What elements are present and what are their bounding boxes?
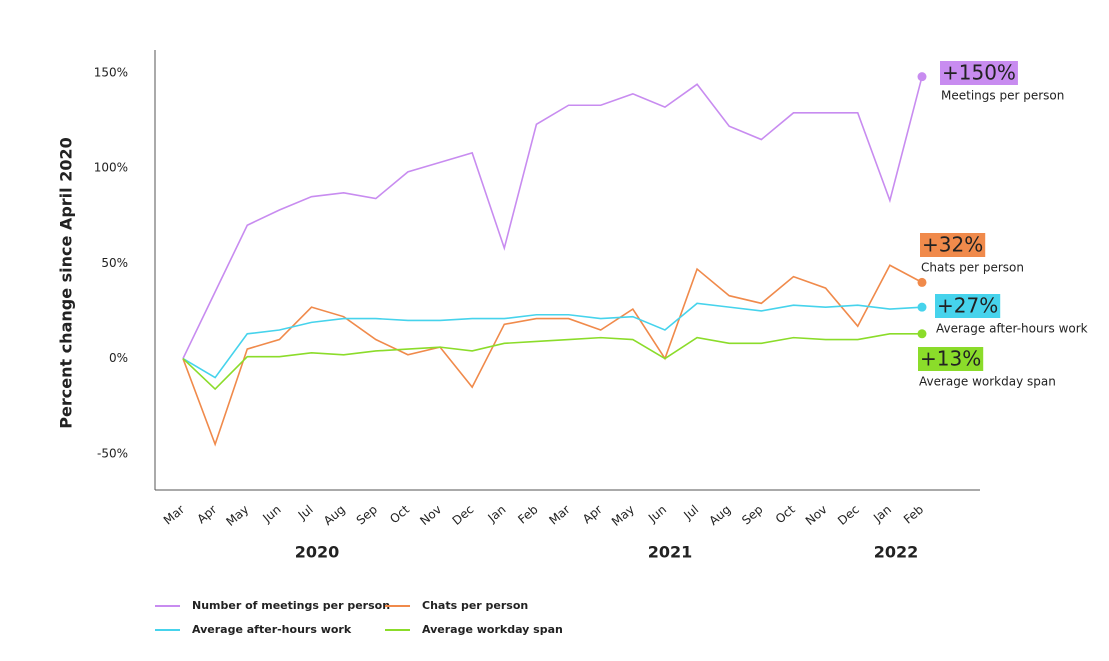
- annotation-box: [920, 233, 986, 257]
- x-tick-label: Sep: [739, 502, 765, 527]
- end-dot: [917, 72, 927, 82]
- x-tick-label: Aug: [321, 502, 348, 528]
- x-tick-label: Dec: [450, 502, 477, 528]
- series-line: [182, 302, 923, 379]
- x-tick-label: Aug: [706, 502, 733, 528]
- legend-label: Average after-hours work: [192, 623, 352, 636]
- series-line: [182, 76, 923, 359]
- x-tick-label: Jan: [485, 502, 509, 525]
- legend-label: Chats per person: [422, 599, 528, 612]
- annotation-value: +27%: [937, 294, 998, 318]
- annotation-box: [940, 61, 1018, 85]
- y-axis-label: Percent change since April 2020: [57, 137, 76, 428]
- x-tick-label: Jul: [295, 502, 316, 523]
- y-tick-label: -50%: [97, 446, 128, 460]
- legend-label: Number of meetings per person: [192, 599, 390, 612]
- x-tick-label: Feb: [901, 502, 926, 526]
- x-tick-label: May: [223, 502, 251, 529]
- x-tick-label: May: [609, 502, 637, 529]
- y-tick-label: 0%: [109, 351, 128, 365]
- x-tick-label: Oct: [773, 502, 798, 526]
- annotation-value: +32%: [922, 233, 983, 257]
- year-label: 2022: [874, 543, 919, 562]
- y-tick-label: 50%: [101, 256, 128, 270]
- y-tick-label: 150%: [94, 65, 128, 79]
- x-tick-label: Jun: [645, 502, 669, 525]
- x-tick-label: Sep: [354, 502, 380, 527]
- series-line: [182, 333, 922, 391]
- x-tick-label: Apr: [194, 502, 219, 526]
- x-tick-label: Oct: [387, 502, 412, 526]
- x-tick-label: Feb: [515, 502, 540, 526]
- legend-label: Average workday span: [422, 623, 563, 636]
- annotation-value: +150%: [942, 61, 1016, 85]
- y-tick-label: 100%: [94, 161, 128, 175]
- x-tick-label: Jul: [680, 502, 701, 523]
- annotation-caption: Chats per person: [921, 261, 1024, 275]
- year-label: 2021: [648, 543, 693, 562]
- x-tick-label: Mar: [546, 502, 572, 527]
- series-line: [182, 264, 923, 447]
- end-dot: [917, 302, 927, 312]
- annotation-box: [918, 347, 984, 371]
- year-label: 2020: [295, 543, 340, 562]
- end-dot: [917, 277, 927, 287]
- x-tick-label: Mar: [161, 502, 187, 527]
- annotation-box: [935, 294, 1001, 318]
- annotation-value: +13%: [920, 347, 981, 371]
- end-dot: [917, 329, 927, 339]
- x-tick-label: Apr: [580, 502, 605, 526]
- x-tick-label: Jun: [259, 502, 283, 525]
- annotation-caption: Meetings per person: [941, 89, 1064, 103]
- annotation-caption: Average after-hours work: [936, 322, 1088, 336]
- annotation-caption: Average workday span: [919, 375, 1056, 389]
- x-tick-label: Jan: [870, 502, 894, 525]
- x-tick-label: Nov: [803, 502, 830, 528]
- x-tick-label: Dec: [835, 502, 862, 528]
- x-tick-label: Nov: [417, 502, 444, 528]
